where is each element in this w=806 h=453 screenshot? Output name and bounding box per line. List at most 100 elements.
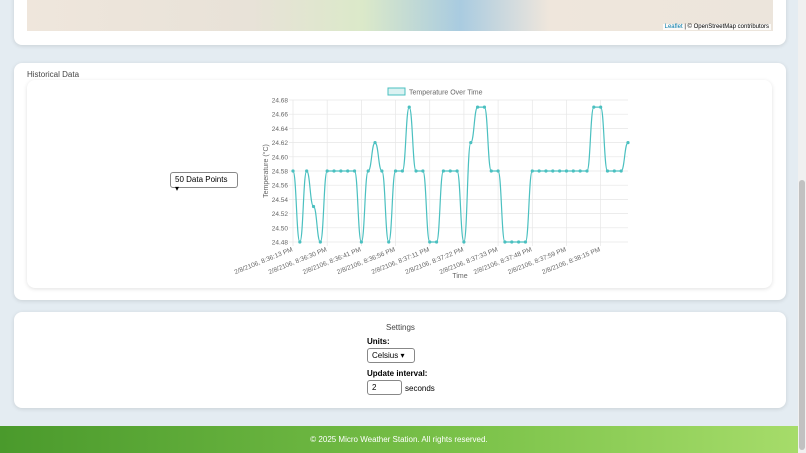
interval-label: Update interval: — [367, 369, 428, 378]
data-point — [373, 141, 377, 145]
chart-card: 50 Data Points ▾ — [27, 80, 772, 288]
data-point — [510, 240, 514, 244]
y-tick-label: 24.66 — [272, 112, 289, 119]
data-point — [571, 169, 575, 173]
data-point — [434, 240, 439, 244]
data-point — [407, 105, 411, 109]
legend-swatch — [387, 87, 406, 96]
data-point — [462, 240, 466, 244]
data-point — [619, 169, 623, 173]
map-card: Leaflet | © OpenStreetMap contributors — [14, 0, 786, 45]
y-tick-label: 24.60 — [272, 154, 289, 161]
data-point — [530, 169, 534, 173]
data-point — [380, 169, 384, 173]
x-tick-label: 2/8/2106, 8:37:33 PM — [439, 246, 499, 276]
interval-unit: seconds — [405, 384, 435, 393]
data-point — [599, 105, 603, 109]
data-point — [496, 169, 500, 173]
x-tick-label: 2/8/2106, 8:36:13 PM — [233, 246, 293, 276]
data-point — [346, 169, 350, 173]
data-point — [448, 169, 452, 173]
data-point — [578, 169, 582, 173]
input-text: 2 — [372, 383, 377, 392]
data-point — [291, 169, 295, 173]
data-point — [366, 169, 370, 173]
data-point — [305, 169, 309, 173]
data-point — [612, 169, 616, 173]
data-point — [311, 204, 316, 209]
units-select[interactable]: Celsius ▾ — [367, 348, 415, 363]
data-point — [318, 240, 322, 244]
data-point — [585, 169, 589, 173]
data-point — [421, 169, 425, 173]
units-label: Units: — [367, 337, 390, 346]
y-tick-label: 24.64 — [272, 126, 289, 133]
data-point — [393, 169, 398, 173]
data-point — [626, 141, 630, 145]
select-text: Celsius — [372, 351, 399, 360]
data-point — [352, 169, 357, 173]
y-tick-label: 24.50 — [272, 225, 289, 232]
data-point — [517, 240, 521, 244]
data-point — [332, 169, 336, 173]
legend-label: Temperature Over Time — [409, 90, 483, 97]
attribution-text: | © OpenStreetMap contributors — [684, 24, 769, 30]
x-tick-label: 2/8/2106, 8:37:11 PM — [371, 246, 431, 276]
data-point — [414, 169, 418, 173]
y-axis-title: Temperature (°C) — [262, 144, 270, 198]
x-tick-label: 2/8/2106, 8:36:30 PM — [268, 246, 328, 276]
data-point — [537, 169, 541, 173]
x-tick-label: 2/8/2106, 8:36:41 PM — [302, 246, 362, 276]
interval-input[interactable]: 2 — [367, 380, 402, 395]
points-select[interactable]: 50 Data Points ▾ — [170, 172, 238, 193]
select-text: 50 Data Points — [175, 175, 228, 184]
scrollbar[interactable] — [798, 0, 806, 453]
data-point — [475, 105, 480, 109]
data-point — [469, 141, 473, 145]
data-point — [551, 169, 555, 173]
leaflet-link[interactable]: Leaflet — [664, 24, 683, 30]
map[interactable]: Leaflet | © OpenStreetMap contributors — [27, 0, 773, 31]
footer-text: © 2025 Micro Weather Station. All rights… — [310, 435, 488, 444]
settings-card: Settings Units: Celsius ▾ Update interva… — [14, 312, 786, 408]
data-point — [558, 169, 562, 173]
data-point — [605, 169, 610, 173]
settings-title: Settings — [386, 323, 415, 332]
y-tick-label: 24.68 — [272, 98, 289, 105]
data-point — [359, 240, 363, 244]
data-point — [489, 169, 493, 173]
history-card: Historical Data 50 Data Points ▾ — [14, 63, 786, 300]
y-tick-label: 24.56 — [272, 183, 289, 190]
data-point — [298, 240, 302, 244]
y-tick-label: 24.48 — [272, 240, 289, 247]
data-point — [325, 169, 329, 173]
y-tick-label: 24.62 — [272, 140, 289, 147]
data-point — [339, 169, 343, 173]
map-attribution: Leaflet | © OpenStreetMap contributors — [662, 24, 771, 30]
data-point — [564, 169, 569, 173]
data-point — [387, 240, 391, 244]
y-tick-label: 24.52 — [272, 211, 289, 218]
data-point — [428, 240, 432, 244]
y-tick-label: 24.54 — [272, 197, 289, 204]
data-point — [592, 105, 596, 109]
data-point — [544, 169, 548, 173]
footer: © 2025 Micro Weather Station. All rights… — [0, 426, 798, 453]
x-tick-label: 2/8/2106, 8:37:59 PM — [507, 246, 567, 276]
x-axis-title: Time — [452, 273, 467, 280]
scroll-thumb[interactable] — [799, 180, 805, 450]
data-point — [455, 169, 459, 173]
x-tick-label: 2/8/2106, 8:37:48 PM — [473, 246, 533, 276]
x-tick-label: 2/8/2106, 8:36:56 PM — [336, 246, 396, 276]
y-tick-label: 24.58 — [272, 169, 289, 176]
data-point — [441, 169, 446, 173]
data-point — [482, 105, 487, 109]
section-title: Historical Data — [27, 70, 80, 79]
data-point — [523, 240, 528, 244]
data-point — [503, 240, 507, 244]
x-tick-label: 2/8/2106, 8:38:15 PM — [541, 246, 601, 276]
data-point — [400, 169, 404, 173]
x-tick-label: 2/8/2106, 8:37:22 PM — [404, 246, 464, 276]
